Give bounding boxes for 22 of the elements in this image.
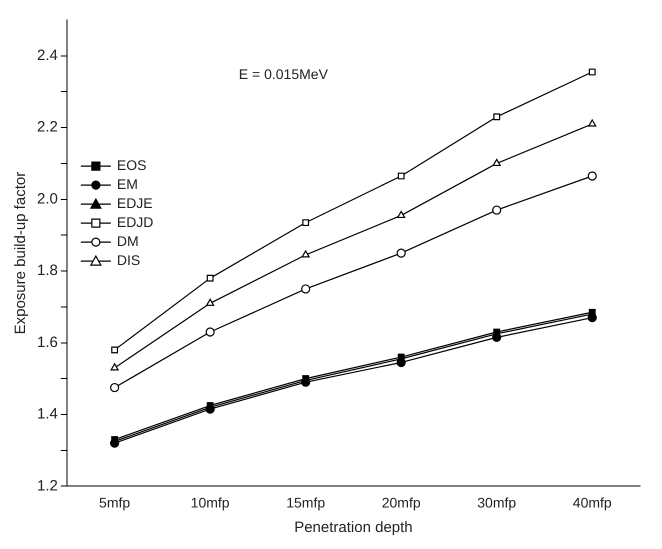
y-axis-title: Exposure build-up factor bbox=[12, 172, 30, 334]
y-tick-label: 1.6 bbox=[36, 334, 58, 351]
y-tick-label: 2.2 bbox=[36, 118, 58, 136]
x-tick-label: 10mfp bbox=[190, 494, 230, 510]
x-axis-title: Penetration depth bbox=[294, 519, 413, 536]
legend-label: EM bbox=[116, 176, 138, 192]
y-tick-label: 1.2 bbox=[36, 477, 58, 494]
x-tick-label: 20mfp bbox=[382, 494, 421, 510]
y-tick-label: 1.4 bbox=[36, 406, 58, 423]
x-tick-label: 5mfp bbox=[99, 494, 130, 510]
legend-label: DM bbox=[116, 232, 139, 249]
legend-label: EOS bbox=[116, 156, 146, 173]
legend-label: EDJE bbox=[116, 194, 153, 211]
annotation: E = 0.015MeV bbox=[238, 66, 329, 82]
y-tick-label: 2.4 bbox=[36, 47, 58, 64]
legend-label: EDJD bbox=[116, 214, 154, 230]
legend-label: DIS bbox=[116, 252, 140, 268]
y-tick-label: 2.0 bbox=[36, 190, 58, 208]
x-tick-label: 40mfp bbox=[572, 494, 612, 510]
x-tick-label: 15mfp bbox=[286, 494, 326, 510]
x-tick-label: 30mfp bbox=[477, 494, 516, 510]
y-tick-label: 1.8 bbox=[36, 262, 58, 280]
